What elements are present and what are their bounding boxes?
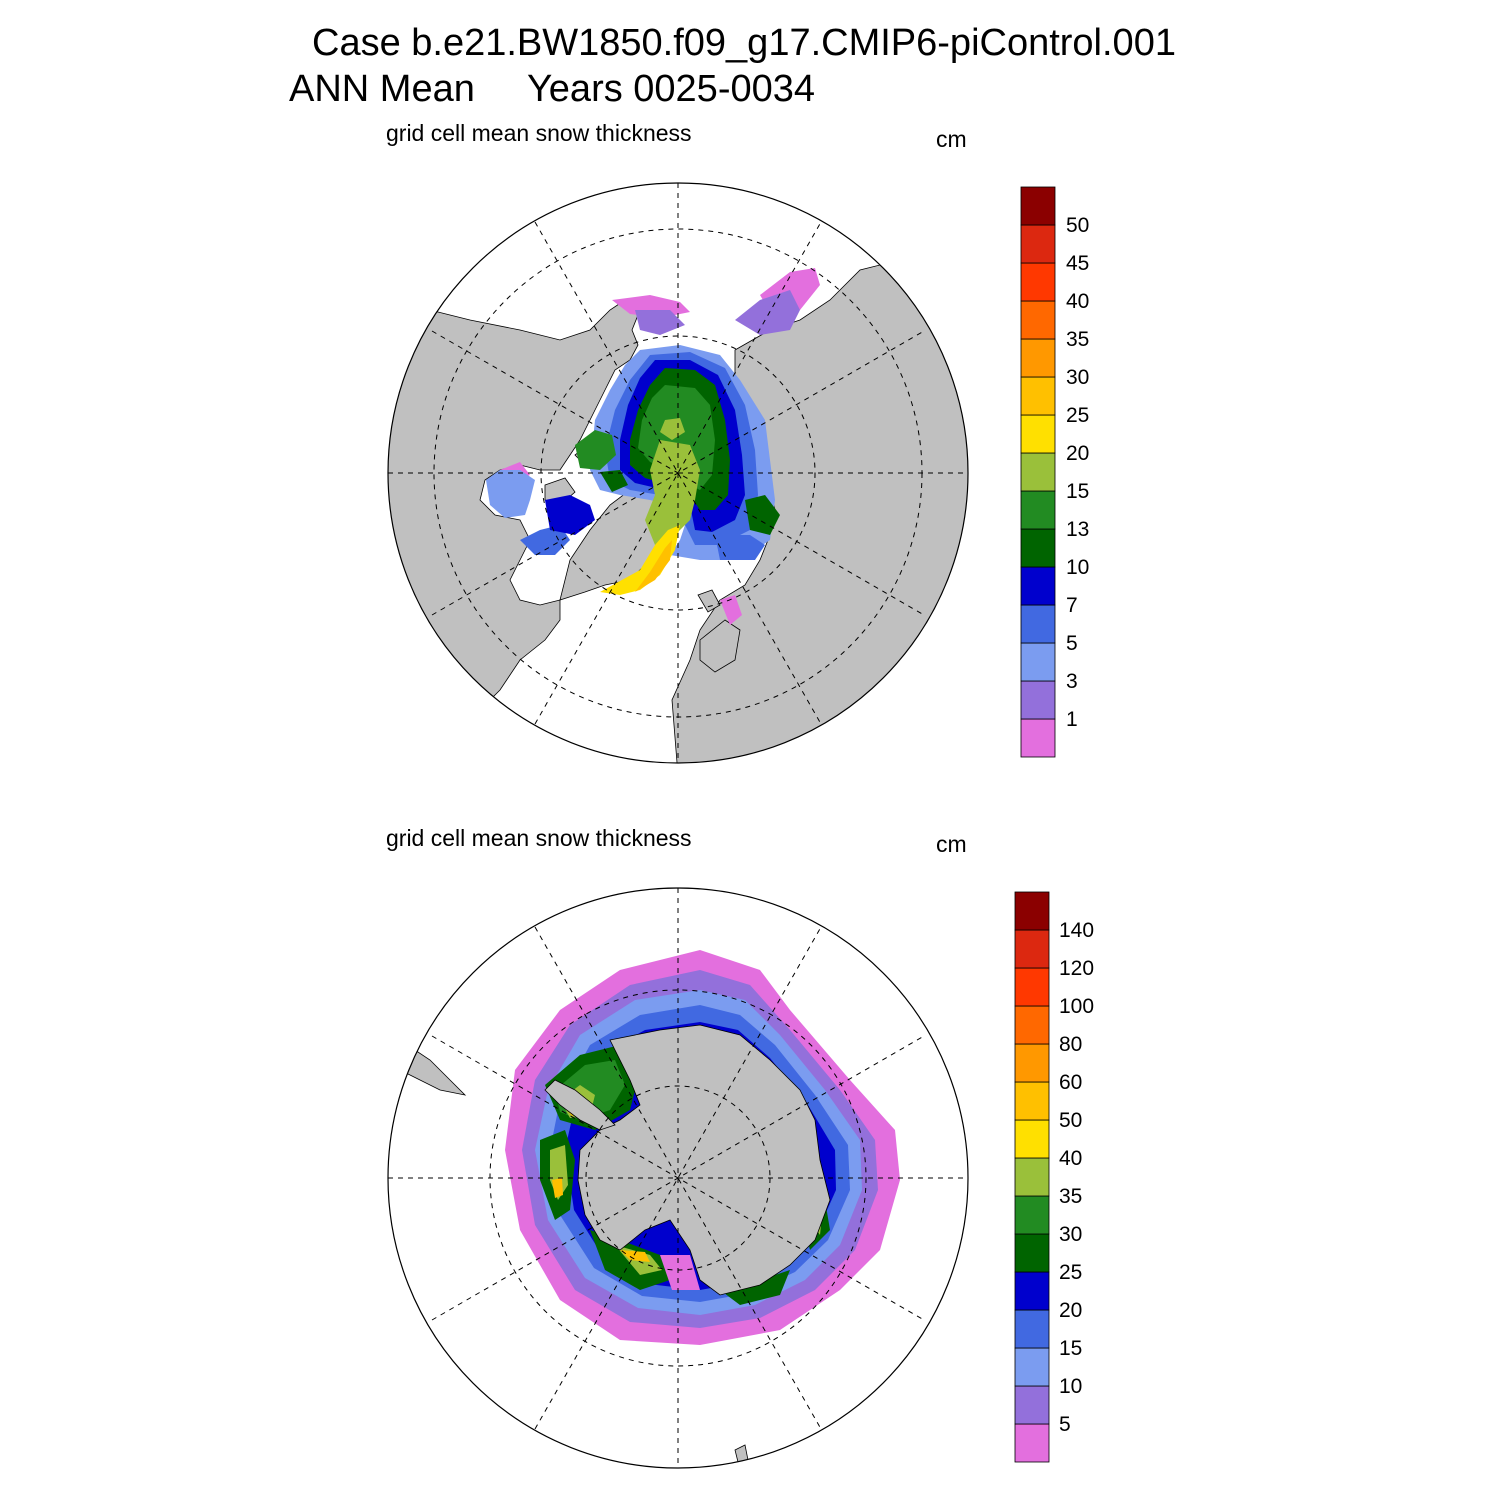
- colorbar-swatch: [1020, 452, 1056, 492]
- colorbar-swatch: [1020, 604, 1056, 644]
- colorbar-tick-label: 35: [1066, 328, 1089, 351]
- colorbar-swatch: [1020, 528, 1056, 568]
- nh-graticule: [388, 183, 968, 763]
- sh-unit-label: cm: [936, 831, 967, 857]
- colorbar-tick-label: 13: [1066, 518, 1089, 541]
- colorbar-swatch: [1014, 1309, 1050, 1349]
- colorbar-tick-label: 30: [1059, 1223, 1082, 1246]
- nh-unit-label: cm: [936, 126, 967, 152]
- colorbar-tick-label: 5: [1066, 632, 1078, 655]
- colorbar-tick-label: 7: [1066, 594, 1078, 617]
- colorbar-tick-label: 20: [1066, 442, 1089, 465]
- nh-polar-map: [387, 182, 969, 764]
- colorbar-swatch: [1020, 414, 1056, 454]
- colorbar-swatch: [1014, 1423, 1050, 1463]
- colorbar-tick-label: 10: [1066, 556, 1089, 579]
- colorbar-tick-label: 100: [1059, 995, 1094, 1018]
- colorbar-tick-label: 80: [1059, 1033, 1082, 1056]
- colorbar-swatch: [1020, 642, 1056, 682]
- colorbar-swatch: [1014, 1385, 1050, 1425]
- colorbar-swatch: [1014, 967, 1050, 1007]
- colorbar-swatch: [1020, 718, 1056, 758]
- sh-colorbar: 5 10 15 20 25 30 35 40 50 60 80 100 120 140: [1014, 891, 1094, 1463]
- colorbar-swatch: [1020, 490, 1056, 530]
- colorbar-tick-label: 20: [1059, 1299, 1082, 1322]
- nh-panel-title: grid cell mean snow thickness: [386, 120, 692, 146]
- colorbar-swatch: [1020, 262, 1056, 302]
- sh-land: [399, 1024, 831, 1463]
- colorbar-tick-label: 15: [1066, 480, 1089, 503]
- colorbar-swatch: [1020, 224, 1056, 264]
- colorbar-swatch: [1014, 1347, 1050, 1387]
- colorbar-tick-label: 35: [1059, 1185, 1082, 1208]
- colorbar-swatch: [1020, 186, 1056, 226]
- colorbar-swatch: [1014, 1195, 1050, 1235]
- colorbar-swatch: [1014, 1119, 1050, 1159]
- colorbar-swatch: [1020, 300, 1056, 340]
- colorbar-swatch: [1014, 1233, 1050, 1273]
- sh-map-border: [387, 887, 969, 1469]
- colorbar-swatch: [1014, 1271, 1050, 1311]
- sh-panel-title: grid cell mean snow thickness: [386, 825, 692, 851]
- colorbar-swatch: [1014, 1043, 1050, 1083]
- nh-map-border: [387, 182, 969, 764]
- colorbar-tick-label: 140: [1059, 919, 1094, 942]
- colorbar-tick-label: 1: [1066, 708, 1078, 731]
- colorbar-tick-label: 50: [1066, 214, 1089, 237]
- colorbar-swatch: [1020, 338, 1056, 378]
- figure-title-period: ANN Mean Years 0025-0034: [289, 68, 816, 110]
- colorbar-tick-label: 15: [1059, 1337, 1082, 1360]
- colorbar-swatch: [1014, 929, 1050, 969]
- sh-graticule: [388, 888, 968, 1468]
- colorbar-swatch: [1014, 1157, 1050, 1197]
- colorbar-swatch: [1014, 891, 1050, 931]
- colorbar-tick-label: 45: [1066, 252, 1089, 275]
- colorbar-tick-label: 120: [1059, 957, 1094, 980]
- colorbar-tick-label: 40: [1066, 290, 1089, 313]
- colorbar-tick-label: 40: [1059, 1147, 1082, 1170]
- colorbar-swatch: [1020, 566, 1056, 606]
- colorbar-tick-label: 25: [1059, 1261, 1082, 1284]
- colorbar-tick-label: 25: [1066, 404, 1089, 427]
- colorbar-tick-label: 3: [1066, 670, 1078, 693]
- colorbar-tick-label: 5: [1059, 1413, 1071, 1436]
- colorbar-tick-label: 10: [1059, 1375, 1082, 1398]
- colorbar-swatch: [1020, 680, 1056, 720]
- colorbar-swatch: [1014, 1005, 1050, 1045]
- colorbar-tick-label: 50: [1059, 1109, 1082, 1132]
- colorbar-tick-label: 60: [1059, 1071, 1082, 1094]
- figure-title-case: Case b.e21.BW1850.f09_g17.CMIP6-piContro…: [312, 22, 1176, 64]
- colorbar-swatch: [1014, 1081, 1050, 1121]
- colorbar-swatch: [1020, 376, 1056, 416]
- colorbar-tick-label: 30: [1066, 366, 1089, 389]
- sh-polar-map: [387, 887, 969, 1469]
